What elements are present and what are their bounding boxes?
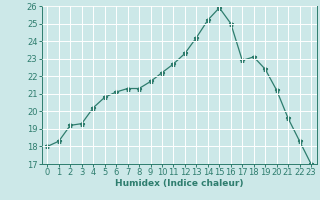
X-axis label: Humidex (Indice chaleur): Humidex (Indice chaleur) [115,179,244,188]
